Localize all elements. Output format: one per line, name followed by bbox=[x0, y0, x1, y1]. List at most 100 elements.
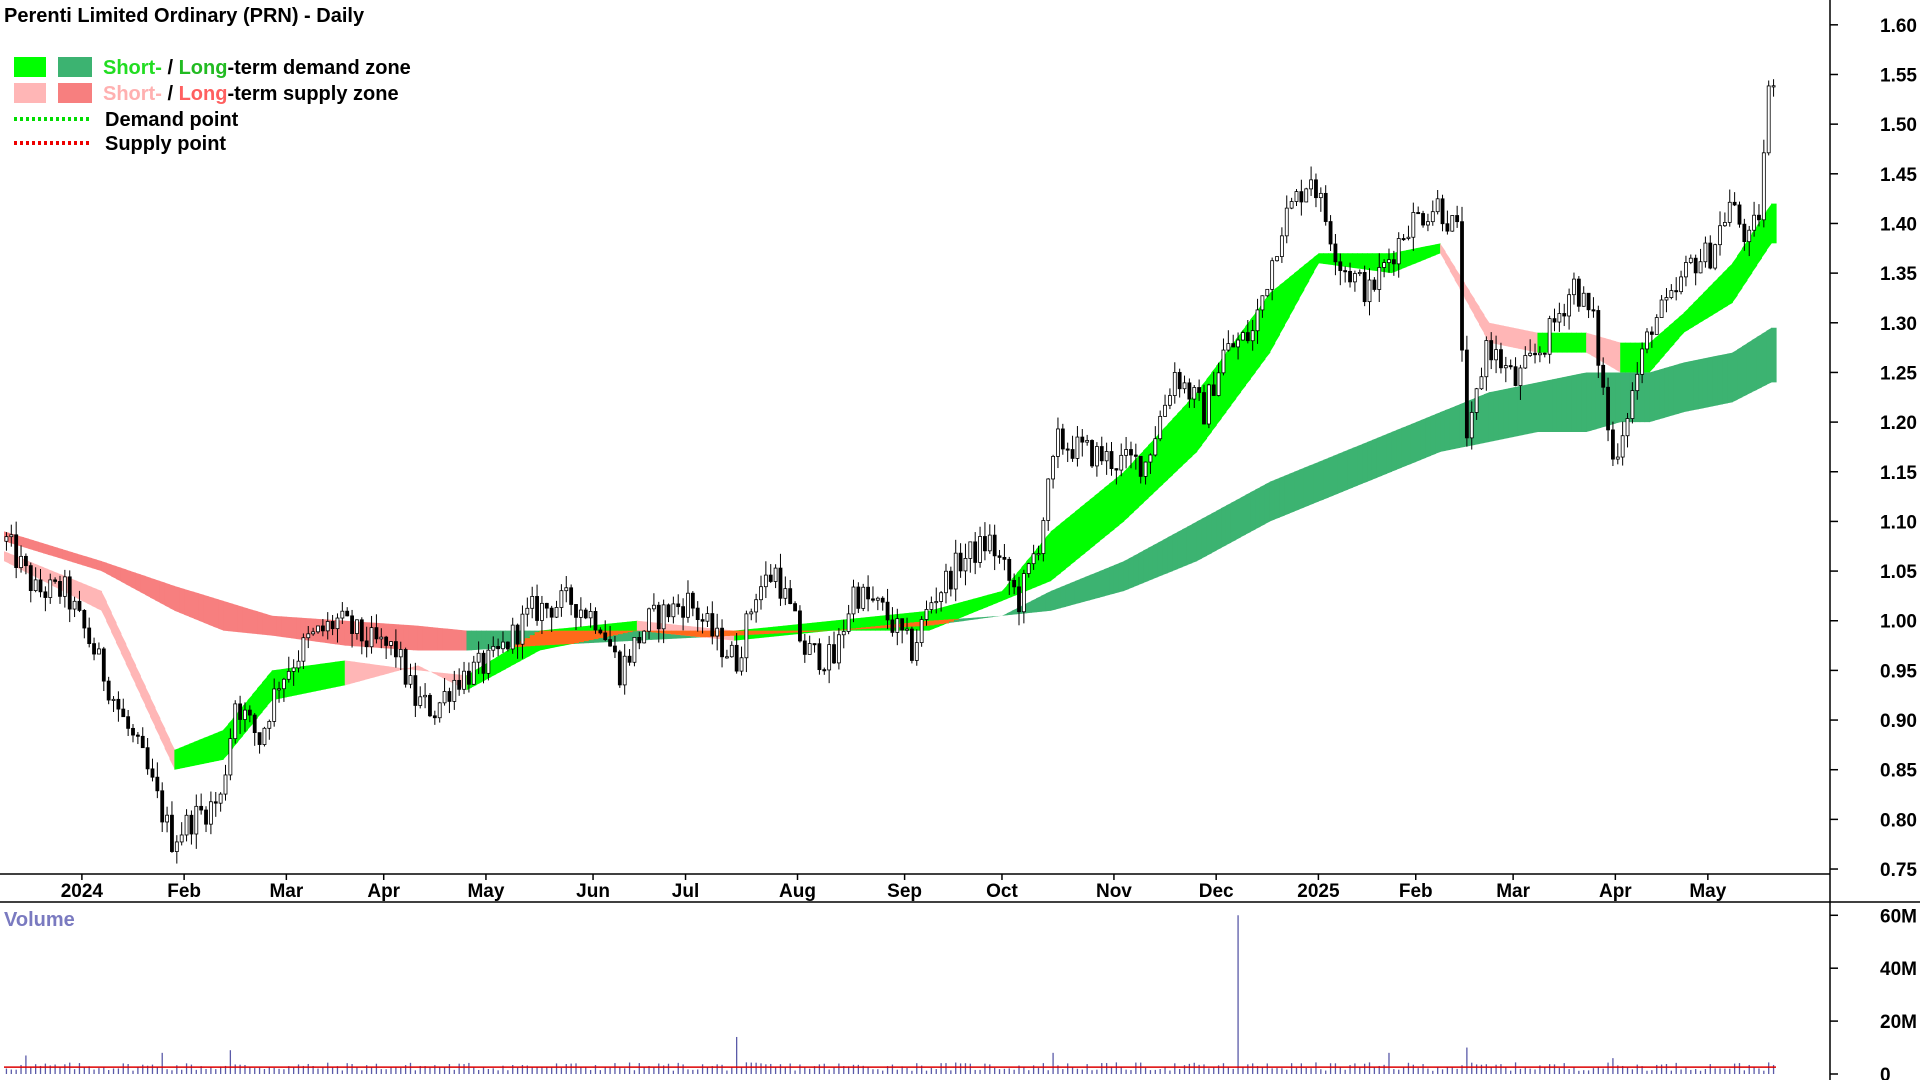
short-term-zone-segment bbox=[140, 675, 146, 707]
candle-down bbox=[778, 567, 783, 599]
long-term-zone-segment bbox=[1250, 489, 1256, 533]
long-term-zone-segment bbox=[1766, 327, 1772, 385]
long-term-zone-segment bbox=[1595, 372, 1602, 430]
short-term-zone-segment bbox=[1644, 342, 1651, 373]
candle-down bbox=[1562, 313, 1567, 317]
long-term-zone-segment bbox=[408, 625, 414, 651]
long-term-zone-segment bbox=[1406, 424, 1412, 466]
short-term-zone-segment bbox=[1240, 326, 1246, 393]
long-term-zone-segment bbox=[1552, 378, 1558, 433]
long-term-zone-segment bbox=[1089, 573, 1096, 601]
candle-down bbox=[170, 814, 174, 852]
short-term-zone-segment bbox=[1698, 292, 1704, 324]
short-term-zone-segment bbox=[802, 623, 808, 634]
candle-down bbox=[1080, 436, 1085, 443]
legend-supply-short: Short- bbox=[103, 83, 162, 105]
short-term-zone-segment bbox=[1440, 243, 1446, 263]
short-term-zone-segment bbox=[963, 600, 969, 617]
long-term-zone-segment bbox=[1420, 418, 1427, 460]
candle-down bbox=[204, 809, 208, 825]
short-term-zone-segment bbox=[1513, 327, 1519, 349]
long-term-zone-segment bbox=[1683, 361, 1689, 413]
short-term-zone-segment bbox=[972, 597, 979, 613]
long-term-zone-segment bbox=[1751, 337, 1758, 393]
short-term-zone-segment bbox=[4, 551, 10, 564]
candle-down bbox=[880, 597, 885, 603]
short-term-zone-segment bbox=[1289, 273, 1295, 317]
long-term-zone-segment bbox=[1113, 563, 1120, 594]
candle-up bbox=[33, 579, 38, 591]
date-tick-label: May bbox=[467, 881, 504, 902]
candle-down bbox=[1445, 223, 1450, 232]
candle-down bbox=[676, 603, 681, 608]
zone-overlap-segment bbox=[768, 630, 774, 634]
long-term-zone-segment bbox=[1532, 382, 1539, 434]
candle-up bbox=[540, 602, 544, 621]
short-term-zone-segment bbox=[816, 621, 823, 633]
short-term-zone-segment bbox=[1420, 246, 1427, 262]
long-term-zone-segment bbox=[1591, 372, 1597, 431]
candle-down bbox=[627, 655, 632, 663]
candle-down bbox=[515, 624, 520, 645]
candle-up bbox=[471, 661, 476, 685]
long-term-zone-segment bbox=[1255, 486, 1261, 530]
long-term-zone-segment bbox=[145, 576, 151, 598]
chart-title: Perenti Limited Ordinary (PRN) - Daily bbox=[4, 5, 365, 27]
candle-down bbox=[1611, 429, 1615, 460]
candle-down bbox=[1513, 366, 1518, 386]
short-term-zone-segment bbox=[169, 739, 175, 770]
long-term-zone-segment bbox=[237, 605, 244, 633]
long-term-zone-segment bbox=[62, 549, 68, 561]
zone-overlap-segment bbox=[563, 630, 570, 645]
long-term-zone-segment bbox=[451, 629, 458, 651]
candle-up bbox=[1357, 272, 1362, 275]
date-tick-label: Feb bbox=[167, 881, 201, 902]
long-term-zone-segment bbox=[1352, 445, 1358, 488]
candle-down bbox=[793, 603, 797, 612]
short-term-zone-segment bbox=[354, 661, 360, 683]
short-term-zone-segment bbox=[875, 615, 881, 631]
long-term-zone-segment bbox=[1362, 441, 1368, 484]
short-term-zone-segment bbox=[1415, 247, 1422, 264]
candle-up bbox=[1640, 348, 1645, 375]
candle-up bbox=[1625, 418, 1630, 437]
long-term-zone-segment bbox=[1230, 500, 1237, 543]
short-term-zone-segment bbox=[1055, 523, 1061, 578]
short-term-zone-segment bbox=[1269, 289, 1276, 353]
short-term-zone-segment bbox=[373, 664, 380, 678]
short-term-zone-segment bbox=[120, 633, 127, 664]
candle-down bbox=[121, 708, 126, 718]
candle-down bbox=[374, 627, 379, 640]
short-term-zone-segment bbox=[1761, 211, 1767, 259]
price-tick-label: 1.55 bbox=[1880, 65, 1917, 86]
short-term-zone-segment bbox=[1167, 418, 1173, 480]
long-term-zone-segment bbox=[1162, 537, 1169, 576]
candle-down bbox=[1576, 278, 1581, 307]
short-term-zone-segment bbox=[1620, 342, 1626, 373]
long-term-zone-segment bbox=[1556, 377, 1563, 433]
zone-overlap-segment bbox=[690, 630, 696, 637]
candle-up bbox=[62, 576, 67, 597]
zone-overlap-segment bbox=[627, 630, 633, 633]
candle-up bbox=[311, 631, 316, 635]
long-term-zone-segment bbox=[1084, 575, 1091, 602]
short-term-zone-segment bbox=[948, 604, 954, 623]
candle-down bbox=[798, 610, 802, 642]
short-term-zone-segment bbox=[305, 665, 312, 694]
price-tick-label: 1.40 bbox=[1880, 214, 1917, 235]
candle-down bbox=[1231, 343, 1236, 348]
candle-up bbox=[1260, 295, 1265, 311]
candle-down bbox=[1455, 215, 1460, 223]
candle-down bbox=[247, 709, 252, 716]
zone-overlap-segment bbox=[529, 635, 536, 647]
short-term-zone-segment bbox=[1435, 243, 1441, 256]
candle-down bbox=[1065, 448, 1070, 451]
zone-overlap-segment bbox=[685, 630, 692, 636]
short-term-zone-segment bbox=[72, 579, 78, 599]
long-term-zone-segment bbox=[1381, 434, 1388, 476]
candle-up bbox=[1279, 235, 1284, 257]
candle-up bbox=[179, 834, 184, 843]
short-term-zone-segment bbox=[111, 612, 117, 643]
candle-up bbox=[1352, 273, 1357, 283]
long-term-zone-segment bbox=[1586, 372, 1592, 433]
